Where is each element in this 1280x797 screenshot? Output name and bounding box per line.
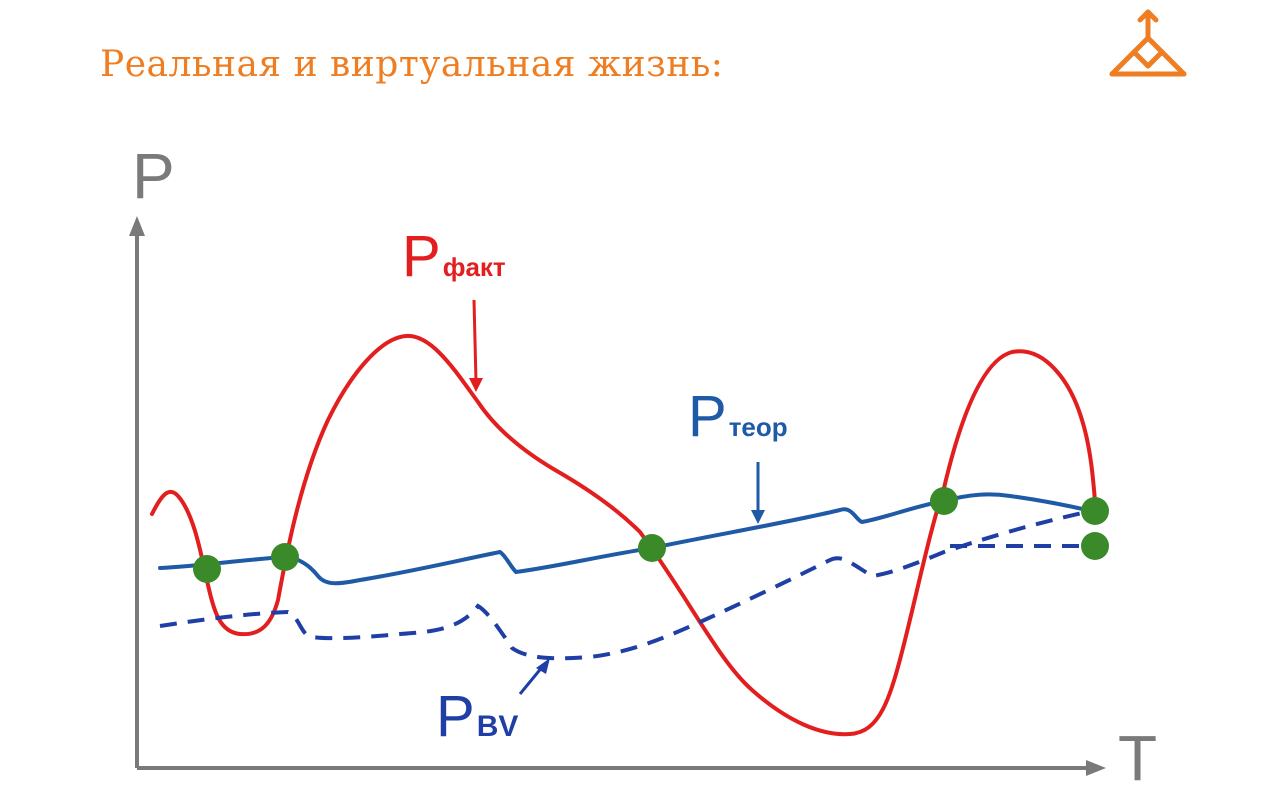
curve-fact — [150, 333, 1098, 737]
triskelion-logo-icon — [1109, 9, 1187, 77]
label-bv-sub: BV — [476, 710, 519, 743]
intersection-points — [193, 487, 1109, 583]
curve-bv — [159, 508, 1097, 661]
axes — [129, 216, 1106, 776]
intersection-point — [193, 555, 221, 583]
theor-pointer-head — [751, 510, 765, 524]
intersection-point — [930, 487, 958, 515]
label-bv-main: P — [436, 684, 475, 749]
intersection-point — [1081, 532, 1109, 560]
fact-pointer-head — [469, 378, 483, 392]
slide-title: Реальная и виртуальная жизнь: — [100, 44, 724, 85]
label-theor: Pтеор — [688, 388, 788, 446]
bv-pointer — [518, 665, 545, 695]
label-fact-main: P — [402, 224, 441, 289]
bv-pointer-head — [536, 658, 550, 674]
label-fact-sub: факт — [442, 252, 506, 282]
label-bv: PBV — [436, 688, 518, 746]
y-axis-arrow — [129, 216, 145, 236]
x-axis-label: T — [1118, 722, 1158, 794]
label-theor-sub: теор — [728, 412, 788, 442]
intersection-point — [638, 534, 666, 562]
intersection-point — [271, 543, 299, 571]
x-axis-arrow — [1086, 760, 1106, 776]
intersection-point — [1081, 497, 1109, 525]
y-axis-label: P — [132, 140, 175, 212]
label-fact: Pфакт — [402, 228, 506, 286]
fact-pointer — [472, 299, 478, 383]
label-theor-main: P — [688, 384, 727, 449]
